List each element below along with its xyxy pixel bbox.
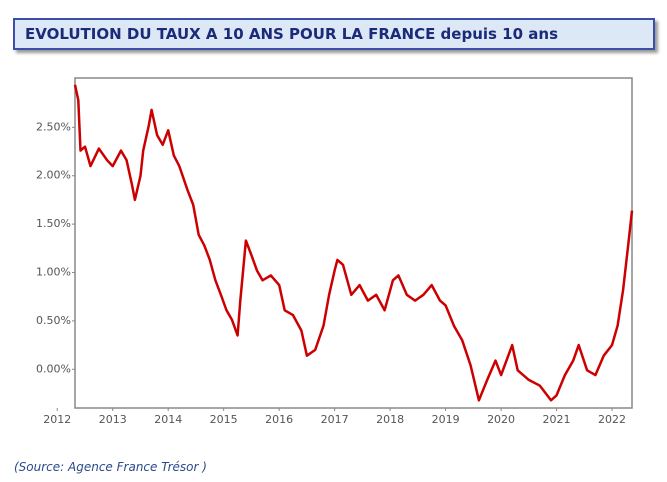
x-tick-label: 2012: [43, 413, 71, 426]
y-tick-label: 1.50%: [36, 217, 71, 230]
x-tick-label: 2017: [321, 413, 349, 426]
x-tick-label: 2018: [376, 413, 404, 426]
source: (Source: Agence France Trésor ): [14, 460, 207, 474]
line-series: [73, 84, 634, 402]
chart-title: EVOLUTION DU TAUX A 10 ANS POUR LA FRANC…: [13, 18, 655, 50]
x-tick-label: 2019: [432, 413, 460, 426]
plot-frame: [74, 77, 633, 409]
x-tick-label: 2015: [210, 413, 238, 426]
x-tick-label: 2020: [487, 413, 515, 426]
y-tick-label: 0.00%: [36, 362, 71, 375]
x-tick-label: 2016: [265, 413, 293, 426]
y-tick-label: 2.00%: [36, 169, 71, 182]
x-tick-label: 2014: [154, 413, 182, 426]
y-tick-label: 1.00%: [36, 266, 71, 279]
x-tick-label: 2021: [543, 413, 571, 426]
y-tick-label: 2.50%: [36, 120, 71, 133]
x-tick-label: 2013: [99, 413, 127, 426]
x-tick-label: 2022: [598, 413, 626, 426]
y-tick-label: 0.50%: [36, 314, 71, 327]
